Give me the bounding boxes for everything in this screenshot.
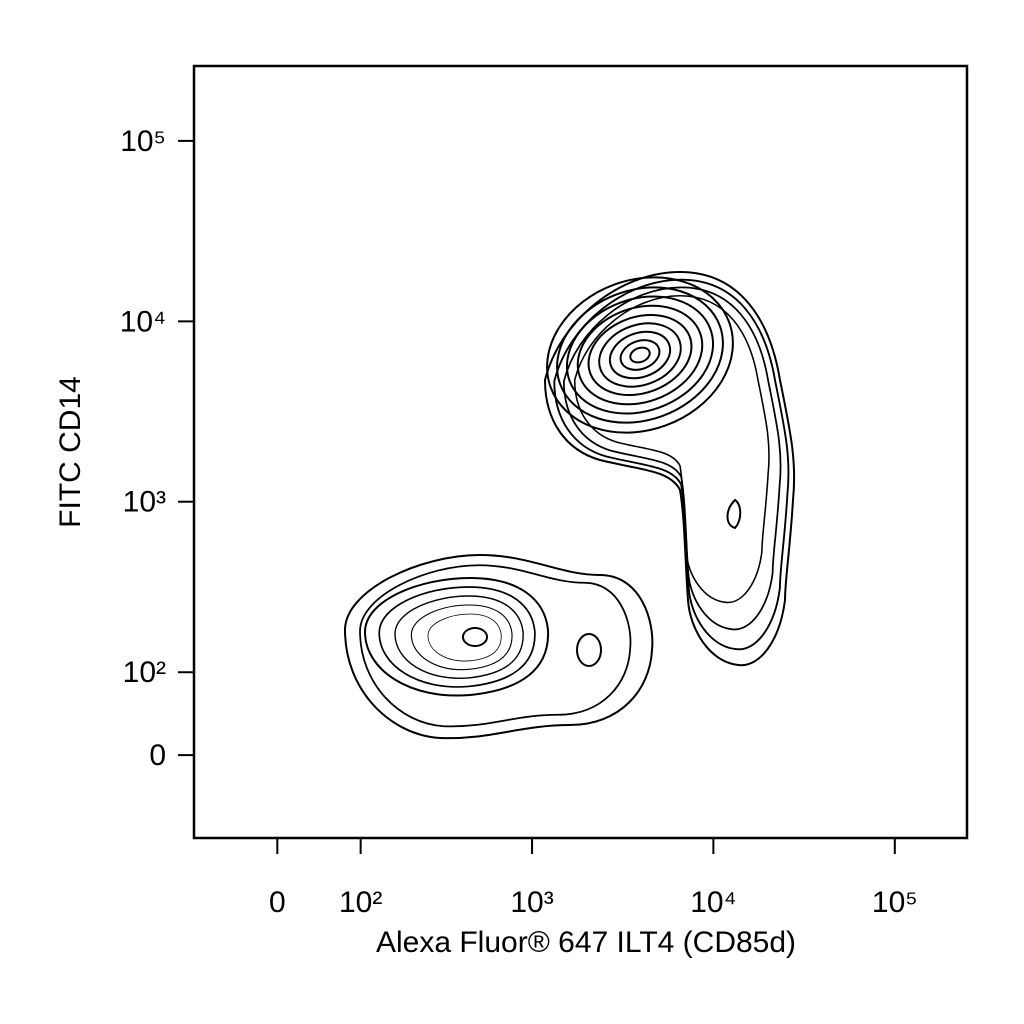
contour	[726, 498, 742, 530]
x-tick-label: 0	[269, 886, 286, 919]
contour	[427, 613, 502, 662]
x-tick-label: 10⁵	[872, 886, 918, 919]
contour	[556, 286, 724, 424]
y-tick-label: 10³	[123, 486, 166, 519]
contour	[629, 346, 651, 364]
x-axis-title: Alexa Fluor® 647 ILT4 (CD85d)	[376, 926, 796, 959]
x-tick-label: 10⁴	[690, 886, 736, 919]
contour	[462, 627, 488, 647]
contour	[363, 576, 550, 697]
y-tick-label: 10⁴	[120, 305, 166, 338]
contour	[598, 322, 682, 388]
contour	[619, 339, 661, 371]
x-tick-label: 10³	[510, 886, 553, 919]
y-tick-label: 10²	[123, 656, 166, 689]
contour	[587, 313, 693, 397]
contour	[394, 595, 524, 679]
contour	[573, 294, 770, 604]
contour	[576, 633, 602, 667]
contour	[544, 271, 796, 667]
plot-frame	[192, 64, 969, 840]
contour	[565, 295, 715, 415]
x-tick-label: 10²	[339, 886, 382, 919]
contour	[378, 586, 536, 688]
y-tick-label: 0	[149, 739, 166, 772]
contour	[546, 276, 734, 434]
contours	[344, 271, 796, 740]
contour	[608, 330, 672, 380]
contour	[410, 604, 513, 671]
y-tick-label: 10⁵	[120, 125, 166, 158]
y-axis-title: FITC CD14	[54, 376, 87, 528]
contour	[576, 304, 704, 406]
